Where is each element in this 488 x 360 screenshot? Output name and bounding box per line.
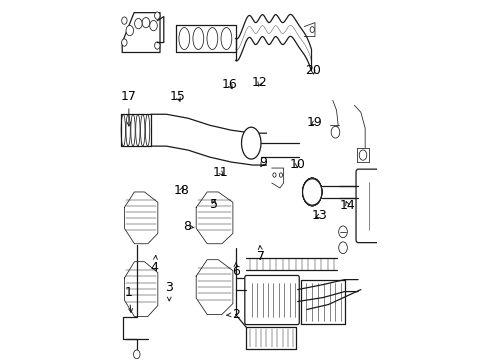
Ellipse shape [179, 28, 189, 50]
Ellipse shape [136, 114, 140, 146]
FancyBboxPatch shape [244, 275, 299, 325]
Circle shape [338, 226, 346, 238]
Circle shape [385, 270, 395, 285]
Circle shape [134, 18, 142, 29]
Text: 19: 19 [306, 116, 322, 129]
Text: 1: 1 [124, 287, 133, 312]
Text: 9: 9 [259, 156, 266, 169]
Circle shape [440, 263, 447, 272]
Circle shape [279, 173, 282, 177]
Circle shape [272, 173, 276, 177]
Circle shape [142, 18, 149, 28]
Text: 10: 10 [289, 158, 305, 171]
Text: 8: 8 [183, 220, 194, 233]
Ellipse shape [302, 178, 321, 206]
Circle shape [126, 26, 133, 36]
Ellipse shape [241, 127, 261, 159]
Ellipse shape [193, 28, 203, 50]
Ellipse shape [131, 114, 135, 146]
Text: 13: 13 [311, 210, 327, 222]
Text: 18: 18 [173, 184, 189, 197]
Circle shape [122, 39, 127, 46]
Circle shape [309, 27, 314, 32]
Ellipse shape [126, 114, 130, 146]
Ellipse shape [221, 28, 231, 50]
Circle shape [330, 126, 339, 138]
Circle shape [154, 42, 160, 49]
Text: 12: 12 [251, 76, 267, 89]
Ellipse shape [302, 178, 321, 206]
Circle shape [149, 21, 157, 31]
Text: 7: 7 [256, 246, 264, 262]
Ellipse shape [145, 114, 149, 146]
Text: 14: 14 [339, 199, 355, 212]
Circle shape [484, 176, 488, 184]
Ellipse shape [302, 178, 321, 206]
Circle shape [133, 350, 140, 359]
Circle shape [338, 242, 346, 253]
Circle shape [359, 150, 366, 160]
FancyBboxPatch shape [449, 194, 488, 261]
Circle shape [154, 12, 160, 19]
Text: 5: 5 [210, 198, 218, 211]
Circle shape [122, 17, 127, 24]
Ellipse shape [121, 114, 125, 146]
Text: 2: 2 [226, 308, 240, 321]
Text: 4: 4 [150, 255, 158, 274]
Circle shape [386, 292, 394, 303]
Text: 17: 17 [121, 90, 137, 126]
FancyBboxPatch shape [355, 169, 419, 243]
Text: 6: 6 [231, 262, 239, 278]
Ellipse shape [140, 114, 144, 146]
Text: 16: 16 [222, 78, 237, 91]
Text: 11: 11 [212, 166, 227, 179]
Ellipse shape [206, 28, 217, 50]
Text: 20: 20 [305, 64, 321, 77]
Ellipse shape [302, 178, 321, 206]
Text: 3: 3 [165, 281, 173, 301]
Ellipse shape [302, 178, 321, 206]
Text: 15: 15 [170, 90, 185, 103]
